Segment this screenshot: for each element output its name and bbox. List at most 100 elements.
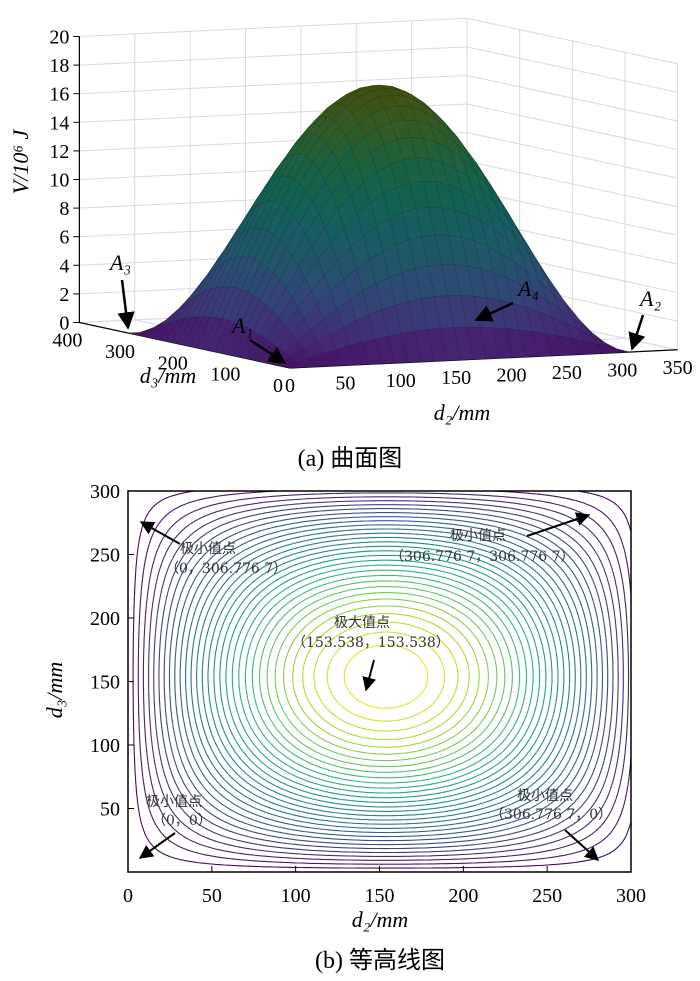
point-label-a1: A₁ (230, 313, 253, 338)
caption-b: (b) 等高线图 (315, 947, 445, 974)
contour-level (190, 528, 582, 825)
contour-x-tick-label: 250 (532, 885, 562, 907)
contour-y-ticks: 50 100 150 200 250 300 (90, 481, 134, 821)
annotation-title-3: 极大值点 (334, 615, 390, 631)
contour-level (148, 496, 624, 857)
surface-facet (283, 362, 304, 369)
contour-level (225, 554, 547, 799)
surface-plot: 0 2 4 6 8 10 12 14 16 18 20 V/10⁶ J 400 300 200 100 0 … (8, 17, 693, 472)
annotation-arrow-3 (362, 659, 377, 692)
contour-y-tick-label: 100 (90, 735, 120, 757)
annotation-title-5: 极小值点 (517, 788, 573, 804)
d2-axis-ticks: 0 50 100 150 200 250 300 350 (285, 357, 693, 397)
point-label-a4: A₄ (516, 276, 539, 301)
z-tick-label: 2 (59, 284, 69, 306)
annotation-arrow-4 (138, 832, 176, 859)
z-axis-label: V/10⁶ J (8, 129, 33, 195)
contour-level (292, 605, 480, 748)
contour-y-label: d₃/mm (42, 662, 67, 719)
z-tick-label: 16 (49, 84, 69, 106)
annotation-coord-5: （306.776 7，0） (490, 807, 612, 823)
arrow-a2 (628, 314, 646, 351)
d2-axis-label: d₂/mm (434, 400, 491, 425)
z-tick-label: 10 (49, 170, 69, 192)
annotation-arrow-5 (564, 829, 600, 861)
d3-axis-ticks: 400 300 200 100 0 (52, 330, 283, 398)
d2-tick-label: 300 (607, 359, 637, 381)
contour-level (244, 569, 528, 784)
d2-tick-label: 150 (441, 367, 471, 389)
z-tick-label: 0 (59, 313, 69, 335)
contour-level (251, 574, 521, 779)
contour-level (274, 592, 498, 762)
d3-tick-label: 400 (52, 330, 82, 352)
d2-tick-label: 100 (386, 370, 416, 392)
contour-level (266, 586, 506, 768)
contour-level (185, 524, 587, 829)
contour-level (163, 508, 609, 846)
contour-level (158, 504, 614, 850)
point-label-a3: A₃ (108, 250, 131, 275)
d3-tick-label: 200 (158, 352, 188, 374)
d2-tick-label: 0 (285, 375, 295, 397)
contour-level (196, 532, 576, 821)
contour-x-tick-label: 100 (281, 885, 311, 907)
z-tick-label: 8 (59, 198, 69, 220)
z-tick-label: 4 (59, 255, 69, 277)
z-tick-label: 6 (59, 227, 69, 249)
annotation-coord-4: （0，0） (152, 813, 212, 829)
contour-level (132, 490, 632, 869)
d3-tick-label: 0 (273, 375, 283, 397)
d2-tick-label: 350 (663, 357, 693, 379)
contour-level (142, 492, 630, 861)
annotation-arrow-1 (139, 521, 181, 545)
contour-level (201, 536, 571, 817)
z-tick-label: 20 (49, 27, 69, 49)
contour-level (238, 564, 534, 789)
contour-level (153, 500, 619, 854)
contour-level (168, 512, 604, 842)
contour-level (313, 621, 459, 732)
arrow-a3 (117, 279, 135, 330)
contour-y-tick-label: 200 (90, 608, 120, 630)
d3-tick-label: 300 (105, 341, 135, 363)
contour-y-tick-label: 300 (90, 481, 120, 503)
contour-level (343, 644, 429, 709)
annotation-coord-2: （306.776 7，306.776 7） (390, 549, 575, 565)
contour-level (259, 580, 513, 773)
contour-x-tick-label: 150 (365, 885, 395, 907)
contour-level (174, 516, 598, 838)
d3-axis-label: d₃/mm (140, 363, 197, 388)
contour-level (207, 541, 565, 812)
annotation-title-1: 极小值点 (180, 541, 236, 557)
z-axis-ticks: 0 2 4 6 8 10 12 14 16 18 20 (49, 27, 80, 335)
contour-level (213, 545, 559, 808)
surface-mesh (127, 84, 631, 369)
contour-x-tick-label: 50 (202, 885, 222, 907)
z-tick-label: 12 (49, 141, 69, 163)
arrow-a4 (474, 301, 514, 322)
annotation-title-2: 极小值点 (450, 528, 506, 544)
annotation-arrow-2 (526, 512, 591, 537)
annotation-title-4: 极小值点 (146, 794, 202, 810)
d2-tick-label: 200 (496, 365, 526, 387)
z-tick-label: 14 (49, 112, 69, 134)
annotation-coord-3: （153.538，153.538） (292, 635, 450, 651)
annotation-coord-1: （0，306.776 7） (165, 561, 287, 577)
contour-level (231, 559, 541, 794)
contour-y-tick-label: 150 (90, 672, 120, 694)
contour-x-tick-label: 200 (448, 885, 478, 907)
contour-level (282, 598, 489, 755)
contour-level (179, 520, 593, 834)
contour-level (219, 550, 553, 803)
d3-tick-label: 100 (210, 364, 240, 386)
contour-lines (132, 490, 632, 869)
contour-x-tick-label: 300 (616, 885, 646, 907)
contour-y-tick-label: 50 (100, 799, 120, 821)
d2-tick-label: 50 (335, 372, 355, 394)
contour-x-label: d₂/mm (352, 907, 409, 932)
contour-x-ticks: 0 50 100 150 200 250 300 (123, 866, 646, 907)
z-tick-label: 18 (49, 55, 69, 77)
